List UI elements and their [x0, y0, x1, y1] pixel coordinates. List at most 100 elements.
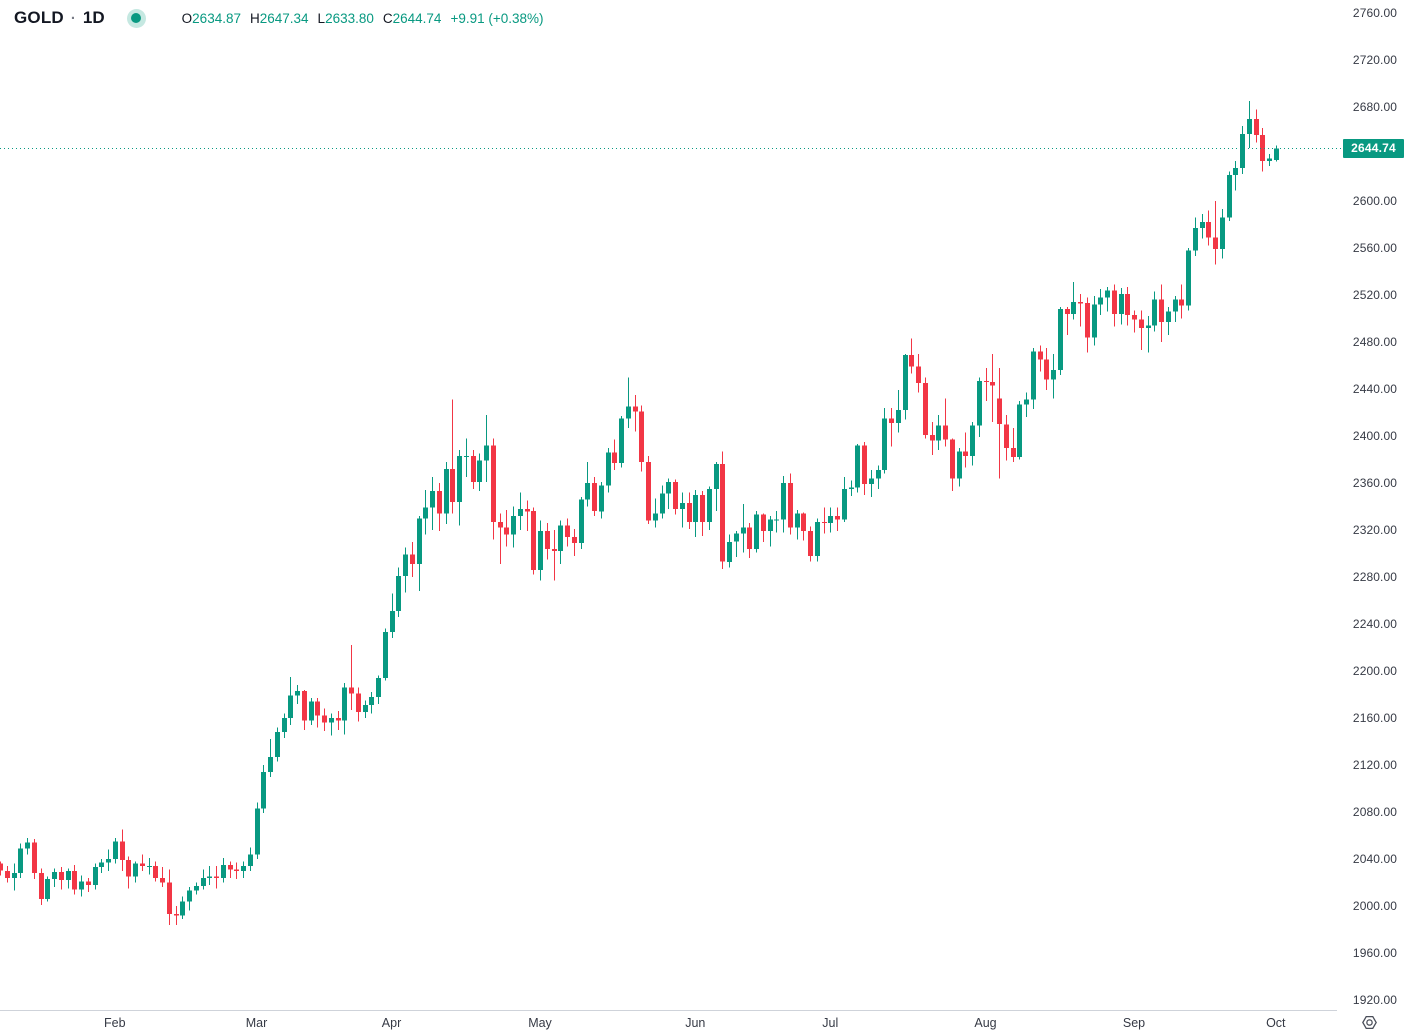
candle-body — [1071, 302, 1076, 314]
candle-body — [363, 705, 368, 713]
candle-body — [113, 841, 118, 859]
candle-body — [484, 445, 489, 461]
price-tick-label: 2400.00 — [1352, 428, 1397, 443]
symbol-name[interactable]: GOLD — [14, 8, 64, 27]
axis-settings-button[interactable] — [1360, 1013, 1378, 1031]
candle-body — [876, 470, 881, 479]
candle-body — [133, 863, 138, 877]
candle-body — [997, 398, 1002, 425]
price-tick-label: 2680.00 — [1352, 99, 1397, 114]
price-tick-label: 2160.00 — [1352, 710, 1397, 725]
candle-body — [882, 418, 887, 471]
candle-body — [261, 772, 266, 809]
candle-body — [369, 696, 374, 706]
candle-body — [646, 461, 651, 521]
candle-body — [423, 507, 428, 519]
candle-body — [1247, 118, 1252, 135]
candle-body — [1173, 299, 1178, 312]
candle-body — [606, 452, 611, 486]
symbol-separator: · — [70, 9, 76, 27]
candle-body — [302, 691, 307, 721]
candle-body — [1132, 315, 1137, 320]
candle-body — [734, 533, 739, 542]
market-status-dot — [131, 13, 142, 23]
candle-body — [396, 575, 401, 612]
ohlc-high-label: H — [249, 10, 260, 26]
candle-body — [72, 870, 77, 890]
time-tick-label: Sep — [1122, 1016, 1146, 1030]
candle-body — [1044, 359, 1049, 380]
candle-body — [504, 527, 509, 535]
candle-body — [194, 886, 199, 891]
price-tick-label: 2000.00 — [1352, 898, 1397, 913]
candle-body — [1085, 303, 1090, 338]
time-tick-label: Jun — [685, 1016, 706, 1030]
candle-body — [221, 864, 226, 878]
candle-body — [511, 515, 516, 535]
candle-body — [1011, 447, 1016, 458]
candle-body — [1024, 399, 1029, 405]
candle-body — [228, 864, 233, 870]
candle-body — [450, 468, 455, 502]
candle-body — [538, 531, 543, 570]
candle-body — [52, 871, 57, 879]
candle-body — [120, 841, 125, 861]
candle-body — [0, 863, 3, 871]
candle-body — [592, 483, 597, 512]
symbol-header: GOLD · 1D O2634.87 H2647.34 L2633.80 C26… — [14, 6, 553, 30]
candle-body — [714, 464, 719, 489]
time-axis[interactable]: Feb Mar Apr May Jun Jul Aug Sep Oct — [0, 1010, 1341, 1034]
price-tick-label: 2760.00 — [1352, 5, 1397, 20]
price-tick-label: 2600.00 — [1352, 193, 1397, 208]
time-tick-label: Jul — [822, 1016, 839, 1030]
price-axis[interactable]: 2760.00 2720.00 2680.00 2600.00 2560.00 2520.… — [1341, 0, 1404, 1010]
candle-body — [1058, 309, 1063, 371]
candle-body — [1254, 118, 1259, 136]
candle-body — [754, 514, 759, 549]
candle-body — [1051, 370, 1056, 380]
candle-body — [214, 876, 219, 878]
candle-body — [498, 521, 503, 528]
candle-body — [342, 687, 347, 721]
candle-body — [612, 452, 617, 463]
candle-body — [180, 901, 185, 916]
candle-body — [808, 531, 813, 556]
market-status-icon[interactable] — [126, 8, 146, 28]
last-price-value: 2644.74 — [1351, 141, 1396, 156]
candle-body — [552, 548, 557, 552]
candle-body — [383, 632, 388, 678]
candle-body — [288, 695, 293, 718]
candle-body — [1139, 319, 1144, 328]
candle-body — [855, 445, 860, 488]
candle-body — [923, 383, 928, 435]
candles-svg[interactable] — [0, 0, 1341, 1010]
candle-body — [1159, 299, 1164, 322]
candle-body — [815, 521, 820, 556]
candle-body — [653, 513, 658, 521]
candle-body — [410, 554, 415, 565]
candle-body — [1017, 404, 1022, 458]
price-tick-label: 2560.00 — [1352, 240, 1397, 255]
candle-body — [1274, 148, 1279, 160]
candle-body — [822, 521, 827, 523]
time-tick-label: Aug — [974, 1016, 997, 1030]
price-tick-label: 1960.00 — [1352, 945, 1397, 960]
interval-selector[interactable]: 1D — [82, 8, 105, 27]
candle-body — [477, 460, 482, 482]
candle-body — [680, 503, 685, 509]
candle-body — [531, 511, 536, 570]
ohlc-low-label: L — [317, 10, 326, 26]
candle-body — [970, 425, 975, 456]
candle-body — [727, 541, 732, 562]
candle-body — [909, 354, 914, 367]
candle-body — [1200, 222, 1205, 229]
candle-body — [59, 871, 64, 881]
candle-body — [747, 527, 752, 549]
candle-body — [835, 515, 840, 520]
candle-body — [626, 406, 631, 419]
candle-body — [1092, 304, 1097, 338]
candle-body — [1152, 299, 1157, 326]
candle-body — [1031, 351, 1036, 400]
candle-body — [950, 439, 955, 479]
candle-body — [781, 483, 786, 520]
